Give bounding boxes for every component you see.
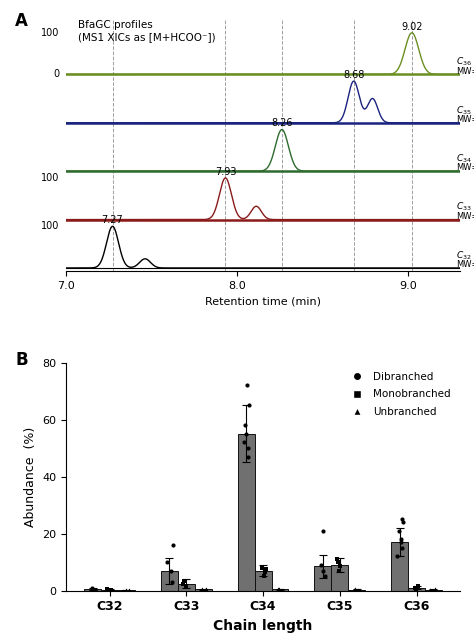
Text: 7.27: 7.27 bbox=[101, 215, 123, 225]
Bar bbox=[425, 590, 442, 591]
Text: A: A bbox=[15, 12, 28, 30]
Point bbox=[91, 585, 99, 595]
Bar bbox=[314, 566, 331, 591]
Point bbox=[168, 577, 176, 587]
Point bbox=[334, 557, 341, 568]
Point bbox=[180, 575, 188, 586]
Bar bbox=[195, 589, 212, 591]
Point bbox=[350, 585, 358, 595]
Point bbox=[334, 554, 341, 564]
X-axis label: Chain length: Chain length bbox=[213, 619, 313, 633]
Point bbox=[179, 578, 187, 589]
Text: 0: 0 bbox=[54, 69, 60, 80]
Point bbox=[398, 542, 406, 553]
Point bbox=[393, 551, 401, 562]
Point bbox=[167, 566, 174, 576]
Point bbox=[240, 437, 247, 447]
Point bbox=[354, 585, 362, 595]
Bar bbox=[331, 565, 348, 591]
Point bbox=[125, 585, 133, 595]
Point bbox=[241, 420, 249, 430]
Point bbox=[89, 583, 96, 593]
Text: $C_{35}$: $C_{35}$ bbox=[456, 104, 472, 117]
Bar bbox=[161, 571, 178, 591]
Point bbox=[244, 451, 252, 462]
Bar bbox=[408, 588, 425, 591]
Text: MW=731.59: MW=731.59 bbox=[456, 115, 474, 124]
Bar bbox=[101, 590, 118, 591]
Point bbox=[412, 584, 420, 594]
Point bbox=[431, 584, 438, 594]
Point bbox=[336, 561, 343, 571]
Point bbox=[399, 517, 407, 527]
Text: 100: 100 bbox=[41, 221, 60, 231]
Point bbox=[335, 566, 343, 576]
Bar bbox=[272, 589, 288, 591]
Point bbox=[399, 514, 406, 525]
Text: 8.68: 8.68 bbox=[343, 70, 365, 80]
Point bbox=[414, 581, 421, 591]
Text: MW=703.56: MW=703.56 bbox=[456, 212, 474, 221]
Text: $C_{36}$: $C_{36}$ bbox=[456, 56, 473, 68]
Text: BfaGC profiles
(MS1 XICs as [M+HCOO⁻]): BfaGC profiles (MS1 XICs as [M+HCOO⁻]) bbox=[78, 21, 216, 42]
Point bbox=[278, 585, 286, 595]
Point bbox=[243, 380, 251, 390]
Point bbox=[317, 560, 325, 570]
Point bbox=[395, 526, 402, 536]
Legend: Dibranched, Monobranched, Unbranched: Dibranched, Monobranched, Unbranched bbox=[343, 368, 455, 421]
Bar bbox=[238, 434, 255, 591]
Point bbox=[258, 562, 265, 573]
Point bbox=[319, 526, 327, 536]
Point bbox=[169, 540, 176, 550]
X-axis label: Retention time (min): Retention time (min) bbox=[205, 297, 321, 307]
Point bbox=[201, 585, 209, 595]
Point bbox=[321, 571, 329, 582]
Point bbox=[411, 583, 419, 593]
Point bbox=[397, 537, 404, 548]
Point bbox=[202, 584, 210, 594]
Point bbox=[245, 443, 252, 453]
Text: $C_{34}$: $C_{34}$ bbox=[456, 153, 472, 165]
Bar bbox=[84, 589, 101, 591]
Text: $C_{32}$: $C_{32}$ bbox=[456, 249, 472, 262]
Text: MW=745.61: MW=745.61 bbox=[456, 67, 474, 76]
Text: B: B bbox=[15, 351, 28, 369]
Point bbox=[104, 584, 111, 594]
Point bbox=[432, 585, 439, 595]
Point bbox=[261, 571, 268, 582]
Bar bbox=[255, 571, 272, 591]
Bar bbox=[391, 542, 408, 591]
Point bbox=[261, 567, 269, 577]
Point bbox=[163, 557, 171, 568]
Text: $C_{33}$: $C_{33}$ bbox=[456, 201, 472, 213]
Y-axis label: Abundance  (%): Abundance (%) bbox=[24, 426, 37, 526]
Bar bbox=[178, 584, 195, 591]
Point bbox=[426, 585, 434, 595]
Text: 8.26: 8.26 bbox=[271, 118, 292, 128]
Text: 100: 100 bbox=[41, 173, 60, 183]
Point bbox=[198, 584, 206, 594]
Text: MW=717.58: MW=717.58 bbox=[456, 163, 474, 172]
Text: 7.93: 7.93 bbox=[215, 167, 236, 177]
Point bbox=[242, 429, 250, 439]
Text: 9.02: 9.02 bbox=[401, 22, 423, 31]
Point bbox=[246, 400, 253, 410]
Point bbox=[122, 586, 130, 596]
Point bbox=[398, 534, 405, 544]
Point bbox=[275, 584, 283, 594]
Text: 100: 100 bbox=[41, 28, 60, 38]
Point bbox=[275, 584, 283, 594]
Point bbox=[351, 584, 358, 594]
Point bbox=[108, 586, 115, 596]
Point bbox=[319, 566, 326, 576]
Text: MW=689.54: MW=689.54 bbox=[456, 260, 474, 269]
Point bbox=[263, 564, 270, 575]
Bar bbox=[348, 590, 365, 591]
Point bbox=[182, 581, 190, 591]
